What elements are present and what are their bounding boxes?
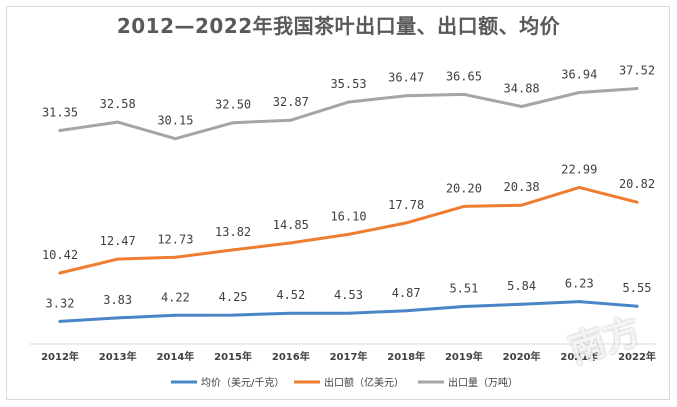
data-point xyxy=(347,311,350,315)
data-label: 20.82 xyxy=(619,177,655,191)
data-label: 12.47 xyxy=(100,234,136,248)
data-label: 4.87 xyxy=(392,286,421,300)
data-point xyxy=(289,118,293,122)
data-label: 32.87 xyxy=(273,95,309,109)
chart-frame xyxy=(6,6,670,400)
data-point xyxy=(116,316,120,320)
x-tick-label: 2014年 xyxy=(156,350,194,363)
data-point xyxy=(173,255,177,259)
data-label: 35.53 xyxy=(330,77,366,91)
data-point xyxy=(520,104,524,108)
series-line-0 xyxy=(58,300,639,323)
data-point xyxy=(289,311,293,315)
x-tick-label: 2022年 xyxy=(618,350,656,363)
legend: 均价（美元/千克） 出口额（亿美元） 出口量（万吨） xyxy=(171,376,518,389)
data-point xyxy=(116,120,120,124)
data-point xyxy=(635,87,639,91)
data-point xyxy=(231,248,235,252)
data-label: 6.23 xyxy=(565,277,594,291)
data-label: 36.47 xyxy=(388,71,424,85)
data-label: 32.50 xyxy=(215,98,251,112)
data-label: 5.84 xyxy=(507,279,536,293)
data-point xyxy=(173,137,177,141)
x-tick-label: 2013年 xyxy=(99,350,137,363)
x-tick-label: 2019年 xyxy=(445,350,483,363)
data-point xyxy=(116,257,120,261)
data-point xyxy=(577,185,581,189)
data-label: 30.15 xyxy=(157,114,193,128)
data-label: 5.51 xyxy=(449,281,478,295)
x-tick-label: 2020年 xyxy=(503,350,541,363)
data-point xyxy=(635,200,639,204)
series-line-1 xyxy=(58,185,639,275)
data-label: 36.65 xyxy=(446,69,482,83)
data-label: 20.20 xyxy=(446,181,482,195)
data-label: 14.85 xyxy=(273,218,309,232)
chart-title: 2012—2022年我国茶叶出口量、出口额、均价 xyxy=(116,14,561,38)
data-point xyxy=(520,203,524,207)
data-label: 20.38 xyxy=(504,180,540,194)
x-tick-label: 2021年 xyxy=(560,350,598,363)
data-label: 10.42 xyxy=(42,248,78,262)
data-point xyxy=(231,121,235,125)
data-point xyxy=(404,94,408,98)
x-tick-label: 2015年 xyxy=(214,350,252,363)
data-label: 36.94 xyxy=(561,67,597,81)
data-label: 22.99 xyxy=(561,162,597,176)
legend-label: 均价（美元/千克） xyxy=(201,376,284,389)
data-point xyxy=(289,241,293,245)
data-point xyxy=(520,302,524,306)
data-label: 32.58 xyxy=(100,97,136,111)
data-label: 37.52 xyxy=(619,64,655,78)
data-label: 16.10 xyxy=(330,209,366,223)
data-point xyxy=(404,221,408,225)
data-point xyxy=(347,100,350,104)
x-tick-label: 2017年 xyxy=(330,350,368,363)
data-label: 31.35 xyxy=(42,106,78,120)
data-point xyxy=(635,304,639,308)
data-label: 4.22 xyxy=(161,290,190,304)
data-point xyxy=(173,313,177,317)
data-point xyxy=(462,304,466,308)
data-label: 12.73 xyxy=(157,232,193,246)
data-label: 5.55 xyxy=(623,281,652,295)
legend-label: 出口额（亿美元） xyxy=(324,376,404,389)
data-point xyxy=(577,300,581,304)
data-point xyxy=(404,309,408,313)
data-label: 3.32 xyxy=(46,296,75,310)
data-label: 4.53 xyxy=(334,288,363,302)
data-label: 4.25 xyxy=(219,290,248,304)
series-line-2 xyxy=(58,87,639,141)
data-label: 3.83 xyxy=(103,293,132,307)
data-point xyxy=(577,90,581,94)
data-label: 4.52 xyxy=(276,288,305,302)
data-label: 13.82 xyxy=(215,225,251,239)
data-point xyxy=(462,92,466,96)
data-point xyxy=(462,204,466,208)
data-point xyxy=(58,319,62,323)
data-point xyxy=(58,129,62,133)
data-label: 34.88 xyxy=(504,81,540,95)
data-point xyxy=(231,313,235,317)
x-tick-label: 2016年 xyxy=(272,350,310,363)
data-label: 17.78 xyxy=(388,198,424,212)
x-tick-label: 2012年 xyxy=(41,350,79,363)
legend-label: 出口量（万吨） xyxy=(448,376,518,389)
data-point xyxy=(58,271,62,275)
data-point xyxy=(347,232,350,236)
x-tick-label: 2018年 xyxy=(387,350,425,363)
